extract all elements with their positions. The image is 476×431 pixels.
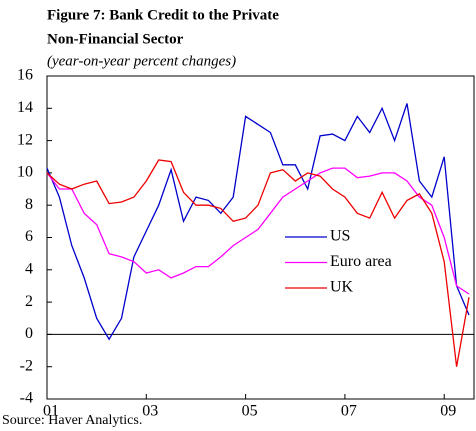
x-tick-label: 05 (242, 403, 258, 420)
x-tick-label: 03 (142, 403, 158, 420)
series-line (46, 159, 470, 367)
y-tick-label: 8 (25, 196, 33, 213)
x-tick-label: 01 (43, 403, 59, 420)
y-tick-label: 16 (17, 67, 33, 84)
chart-subtitle: (year-on-year percent changes) (47, 53, 236, 69)
y-tick-label: 6 (25, 228, 33, 245)
chart-title: Figure 7: Bank Credit to the Private (47, 7, 279, 23)
y-tick-label: -4 (20, 390, 33, 407)
x-tick-label: 07 (341, 403, 357, 420)
series-line (46, 103, 470, 341)
chart-title: Non-Financial Sector (47, 31, 184, 47)
y-tick-label: 10 (17, 164, 33, 181)
legend-label: Euro area (330, 253, 392, 270)
y-tick-label: -2 (20, 357, 33, 374)
source-note: Source: Haver Analytics. (2, 413, 142, 428)
y-tick-label: 0 (25, 325, 33, 342)
y-tick-label: 4 (25, 260, 33, 277)
x-tick-label: 09 (440, 403, 456, 420)
y-tick-label: 12 (17, 131, 33, 148)
y-tick-label: 14 (17, 99, 33, 116)
series-line (46, 167, 470, 295)
legend-label: US (330, 228, 350, 245)
legend-label: UK (330, 279, 354, 296)
y-tick-label: 2 (25, 293, 33, 310)
